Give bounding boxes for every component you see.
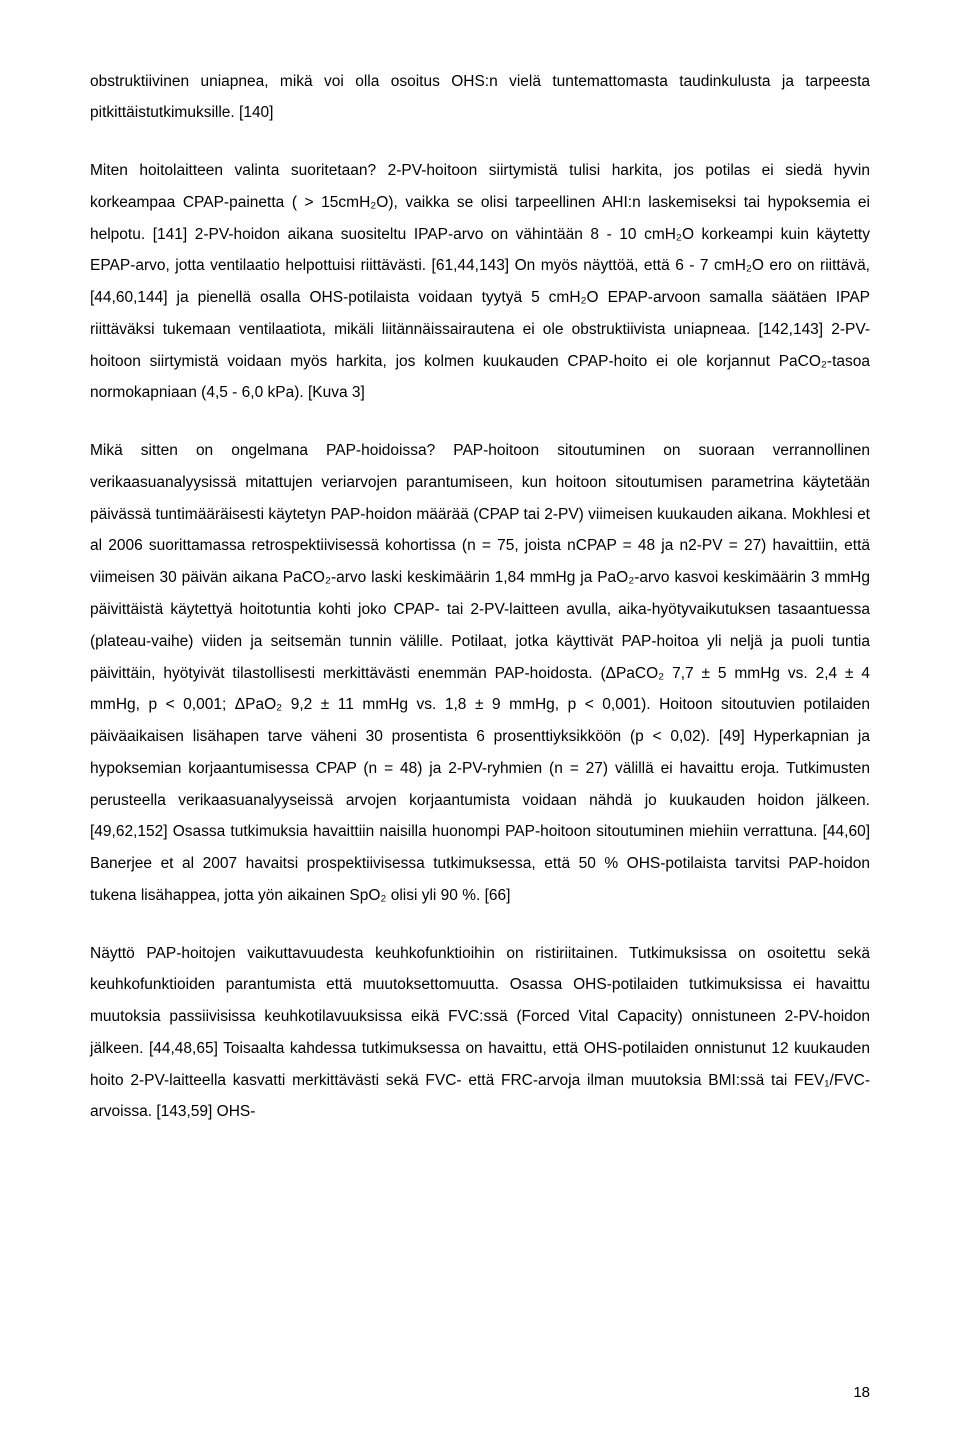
page-number: 18 bbox=[853, 1384, 870, 1401]
paragraph-3: Mikä sitten on ongelmana PAP-hoidoissa? … bbox=[90, 435, 870, 911]
paragraph-4: Näyttö PAP-hoitojen vaikuttavuudesta keu… bbox=[90, 938, 870, 1129]
document-page: obstruktiivinen uniapnea, mikä voi olla … bbox=[0, 0, 960, 1429]
paragraph-1: obstruktiivinen uniapnea, mikä voi olla … bbox=[90, 66, 870, 130]
paragraph-2: Miten hoitolaitteen valinta suoritetaan?… bbox=[90, 155, 870, 409]
